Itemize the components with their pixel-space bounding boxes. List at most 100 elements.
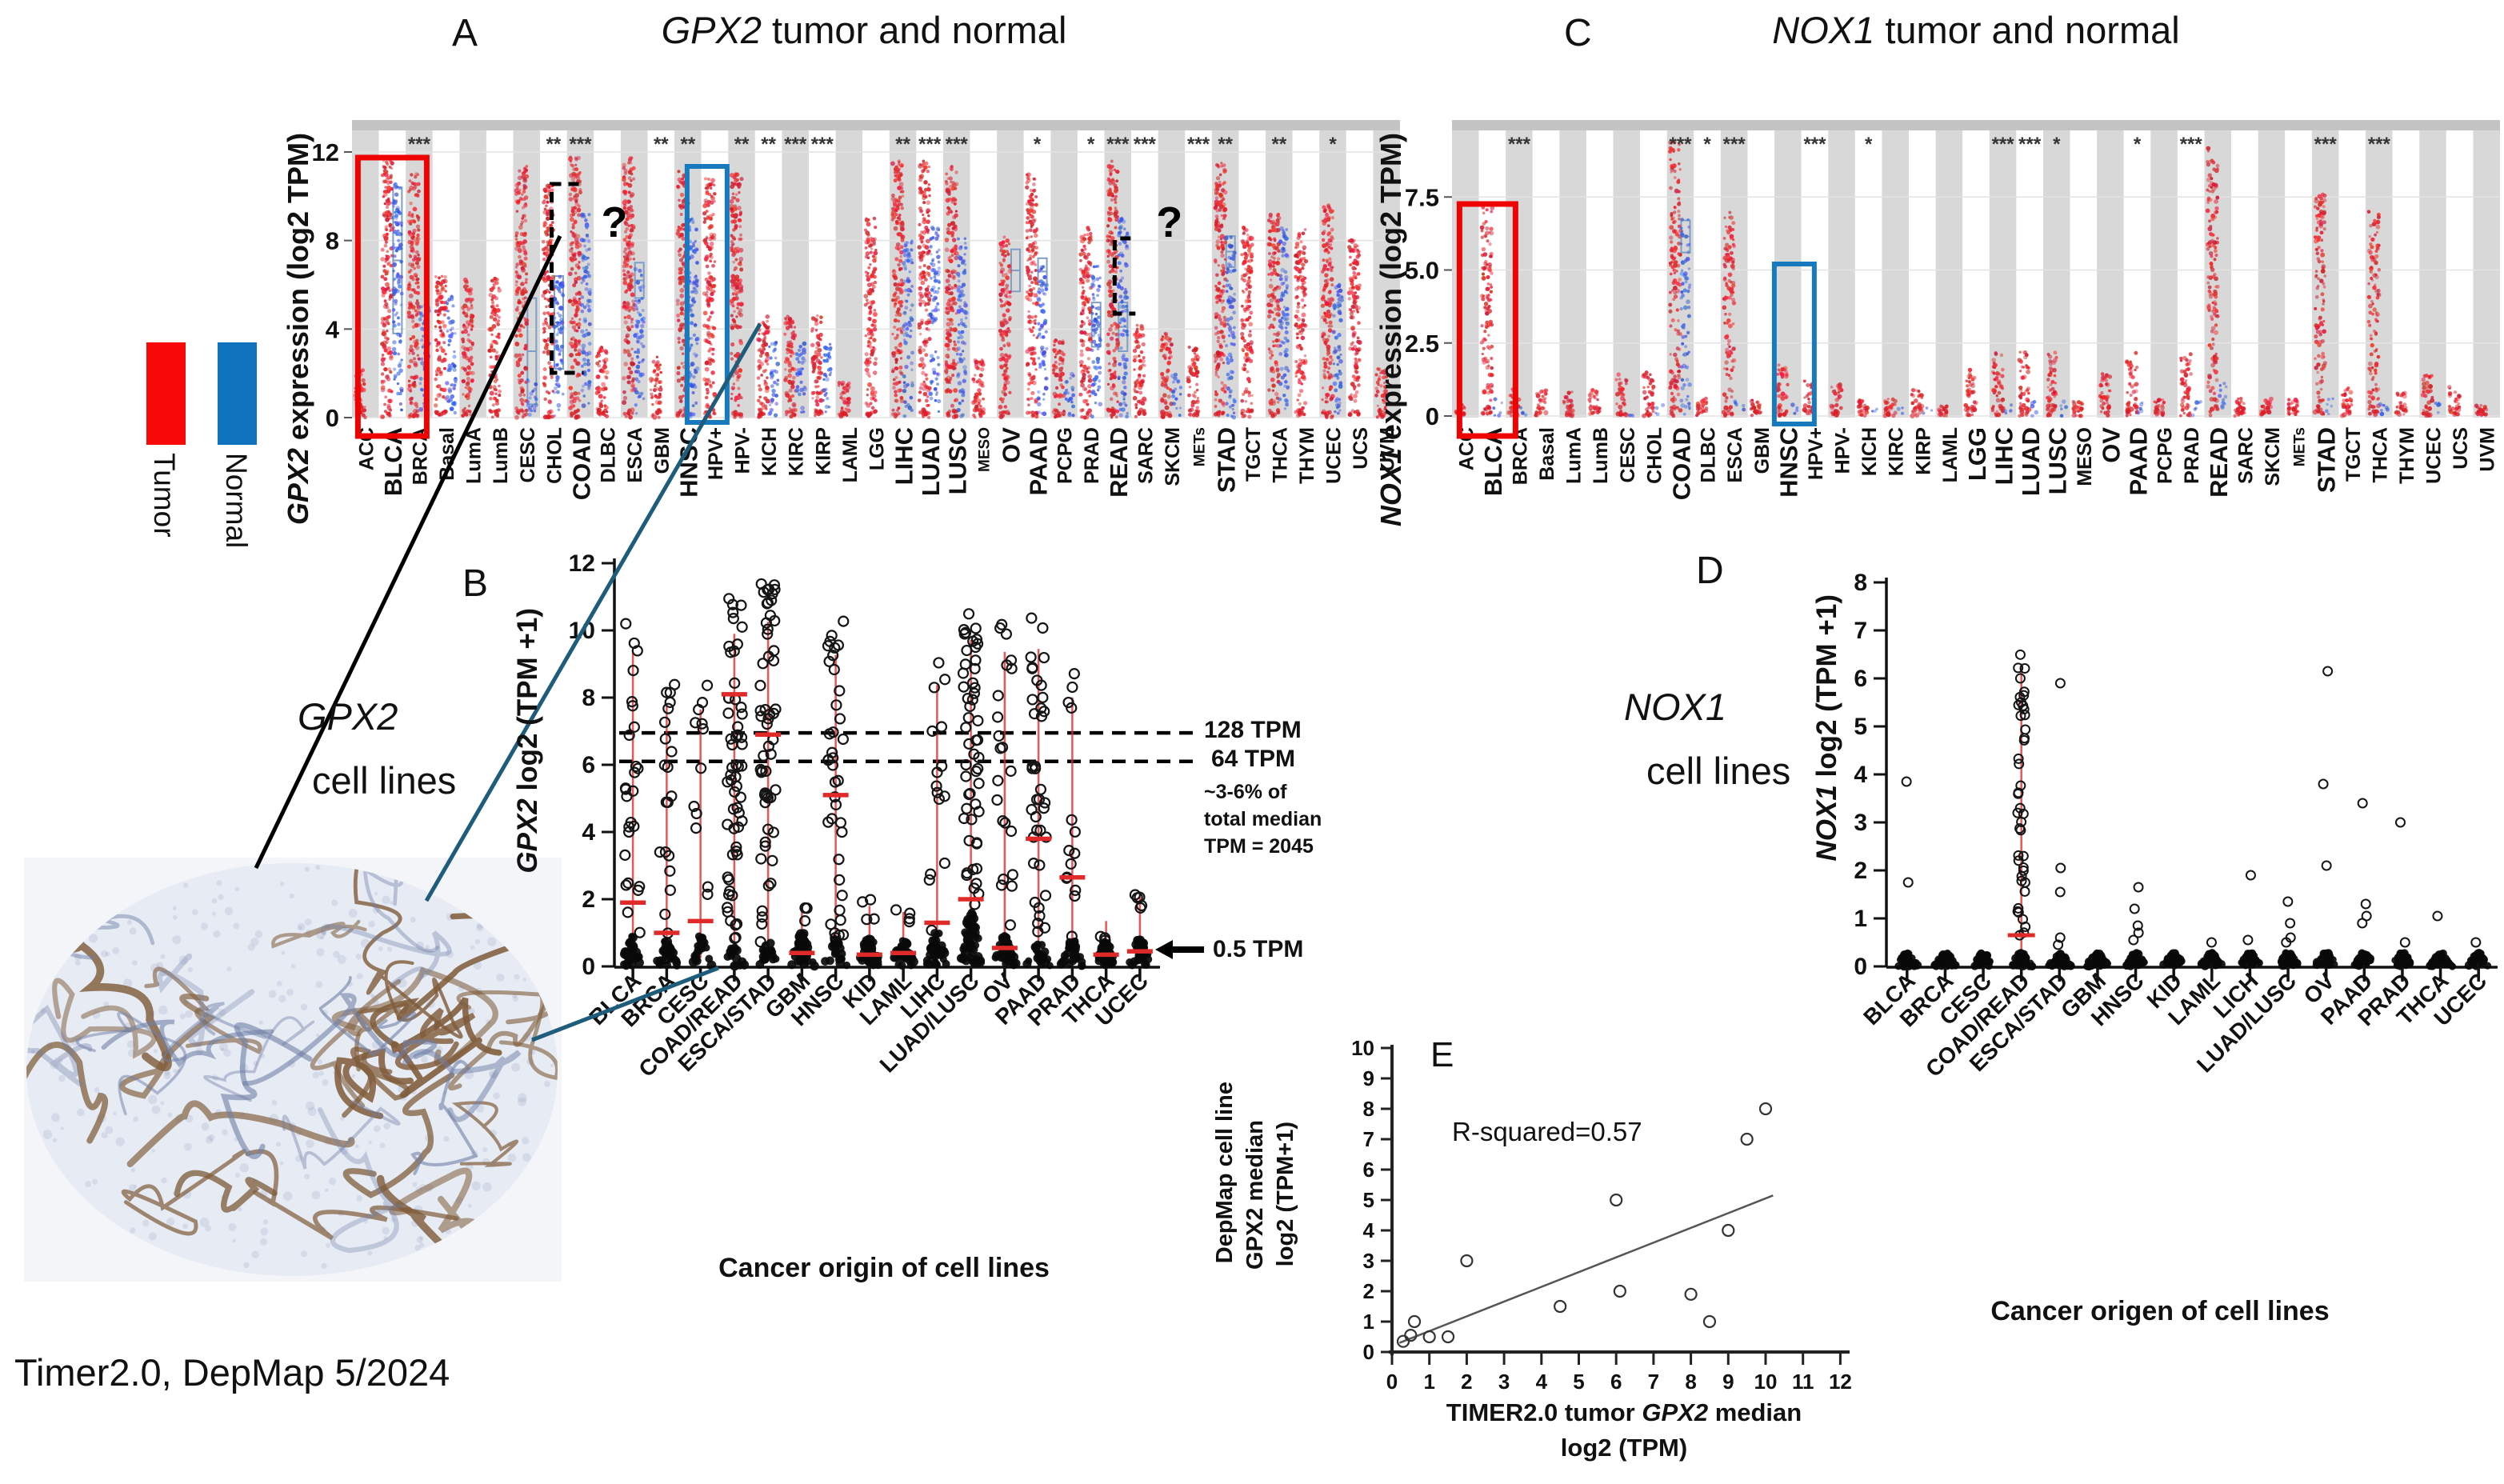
x-axis-label: LGG — [1963, 427, 1991, 481]
panel-d-x-axis-title: Cancer origen of cell lines — [1990, 1296, 2330, 1326]
red-highlight-box — [354, 154, 430, 439]
y-tick-label: 5 — [1363, 1188, 1374, 1212]
data-point — [1422, 1330, 1436, 1344]
x-axis-label: LUSC — [2044, 427, 2072, 494]
panel-e-y-label-line2: GPX2 median — [1242, 1120, 1268, 1270]
x-axis-label: STAD — [2312, 427, 2340, 493]
panel-e-x-axis-title-line1: TIMER2.0 tumor GPX2 median — [1400, 1398, 1848, 1427]
teal-connector-line-lower — [531, 966, 719, 1042]
significance-marker: *** — [918, 134, 942, 155]
significance-marker: * — [1034, 134, 1042, 155]
x-axis-label: CHOL — [543, 427, 566, 484]
x-axis-label: GBM — [1751, 427, 1774, 474]
source-credit: Timer2.0, DepMap 5/2024 — [14, 1351, 450, 1394]
x-axis-label: CHOL — [1643, 427, 1666, 484]
panel-c-letter: C — [1564, 12, 1592, 54]
panel-e-y-label-line1: DepMap cell line — [1212, 1082, 1238, 1264]
x-axis-label: KICH — [1858, 427, 1881, 476]
x-tick-label: 5 — [1573, 1370, 1584, 1394]
x-axis-label: THCA — [1269, 427, 1291, 482]
x-axis-label: METs — [2291, 427, 2308, 466]
x-axis-label: CESC — [1617, 427, 1639, 482]
y-tick-label: 4 — [1854, 762, 1867, 788]
y-tick-label: 7 — [1854, 618, 1867, 644]
panel-e-xtitle-pre: TIMER2.0 tumor — [1446, 1398, 1642, 1426]
y-tick-label: 6 — [1363, 1158, 1374, 1182]
gpx2-gene-name: GPX2 — [298, 695, 398, 738]
panel-c-title-gene: NOX1 — [1772, 9, 1875, 51]
significance-marker: ** — [895, 134, 910, 155]
panel-e-x-axis-title-line2: log2 (TPM) — [1560, 1434, 1688, 1462]
significance-marker: * — [2134, 134, 2142, 155]
x-tick-label: 8 — [1685, 1370, 1696, 1394]
annotation-note-line2: total median — [1204, 808, 1322, 830]
x-axis-label: PCPG — [1054, 427, 1077, 484]
y-tick-label: 5 — [1854, 714, 1867, 740]
median-bar — [890, 950, 917, 955]
x-axis-label: LumA — [463, 427, 486, 484]
x-axis-label: CESC — [517, 427, 539, 482]
data-point — [1407, 1314, 1422, 1329]
significance-marker: *** — [946, 134, 969, 155]
legend-tumor-swatch — [146, 342, 186, 445]
significance-marker: *** — [1992, 134, 2015, 155]
panel-d-plot: 876543210BLCABRCACESCCOAD/READESCA/STADG… — [1854, 570, 2498, 1082]
median-bar — [789, 950, 815, 955]
x-axis-label: LumA — [1563, 427, 1586, 484]
data-point — [1441, 1330, 1455, 1344]
x-tick-label: 2 — [1461, 1370, 1472, 1394]
y-tick-label: 4 — [582, 819, 595, 846]
significance-marker: *** — [1187, 134, 1210, 155]
median-bar — [1059, 875, 1086, 880]
x-axis-label: LIHC — [890, 427, 918, 485]
median-bar — [620, 900, 646, 905]
panel-b-plot: 121086420BLCABRCACESCCOAD/READESCA/STADG… — [569, 550, 1204, 1082]
significance-marker: ** — [761, 134, 776, 155]
median-bar — [924, 920, 950, 926]
significance-marker: ** — [734, 134, 750, 155]
y-tick-label: 6 — [1854, 666, 1867, 692]
x-axis-label: THYM — [2396, 427, 2418, 484]
x-axis-label: GBM — [651, 427, 674, 474]
x-tick-label: 10 — [1754, 1370, 1778, 1394]
significance-marker: *** — [1669, 134, 1692, 155]
median-bar — [654, 930, 680, 935]
x-axis-label: PRAD — [2181, 427, 2203, 484]
histology-image — [24, 858, 562, 1282]
y-tick-label: 0 — [326, 404, 339, 432]
x-axis-label: KIRP — [1912, 427, 1934, 475]
y-tick-label: 0 — [1854, 954, 1867, 980]
median-bar — [721, 692, 747, 697]
y-tick-label: 2 — [1363, 1279, 1374, 1303]
y-tick-label: 6 — [582, 752, 595, 778]
x-axis-label: THCA — [2369, 427, 2391, 482]
panel-e-y-label-line3: log2 (TPM+1) — [1273, 1122, 1298, 1267]
x-tick-label: 3 — [1498, 1370, 1510, 1394]
annotation-note-line1: ~3-6% of — [1204, 781, 1287, 803]
x-axis-label: UCS — [1350, 427, 1372, 470]
data-point — [1740, 1132, 1754, 1146]
y-tick-label: 1 — [1854, 906, 1867, 932]
x-axis-label: UCEC — [2423, 427, 2446, 484]
data-point — [1554, 1299, 1567, 1314]
y-tick-label: 8 — [326, 227, 339, 255]
y-tick-label: 12 — [312, 138, 339, 166]
panel-a-title-rest: tumor and normal — [762, 9, 1067, 51]
significance-marker: *** — [2180, 134, 2203, 155]
panel-b-x-axis-title: Cancer origin of cell lines — [718, 1253, 1050, 1283]
x-axis-label: OV — [2098, 427, 2126, 463]
legend-normal-swatch — [218, 342, 257, 445]
significance-marker: *** — [784, 134, 807, 155]
panel-d-y-label-rest: log2 (TPM +1) — [1811, 594, 1842, 786]
significance-marker: * — [1329, 134, 1337, 155]
annotation-128tpm: 128 TPM — [1204, 717, 1302, 743]
x-axis-label: KIRC — [1886, 427, 1908, 476]
median-bar — [1026, 836, 1052, 842]
significance-marker: *** — [2314, 134, 2338, 155]
significance-marker: *** — [1508, 134, 1531, 155]
y-tick-label: 8 — [582, 685, 595, 711]
x-axis-label: COAD — [1667, 427, 1695, 500]
median-bar — [755, 732, 782, 737]
median-bar — [687, 918, 714, 924]
